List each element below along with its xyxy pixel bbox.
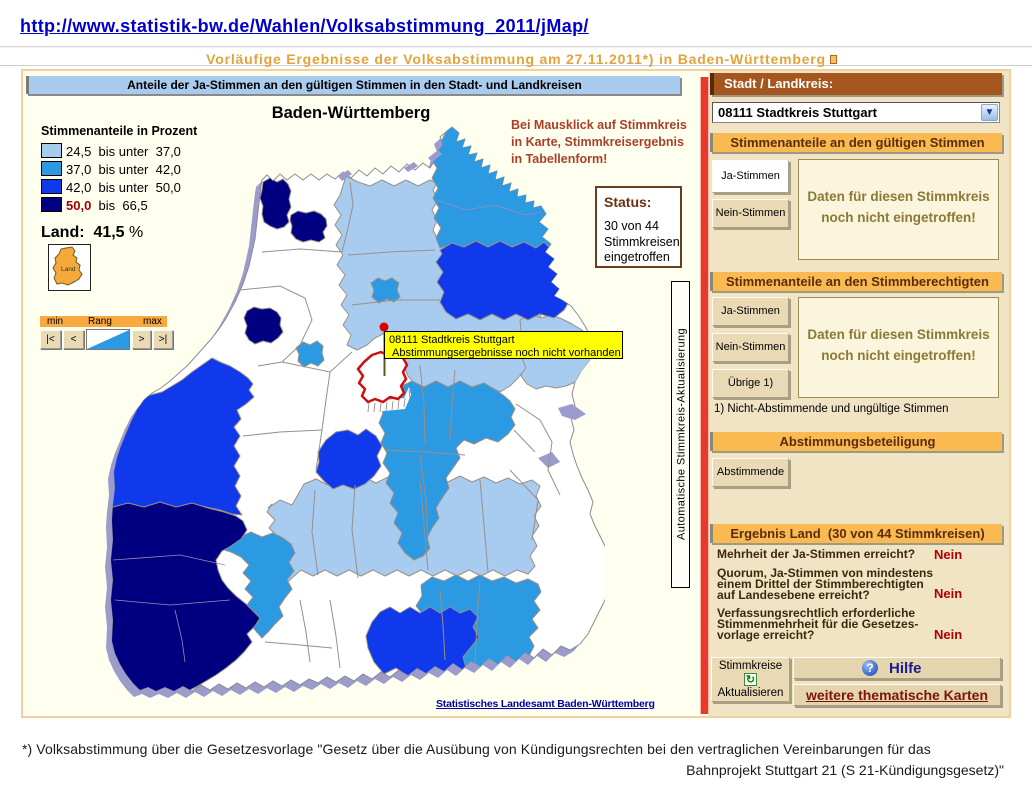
svg-text:Land: Land bbox=[61, 266, 76, 273]
